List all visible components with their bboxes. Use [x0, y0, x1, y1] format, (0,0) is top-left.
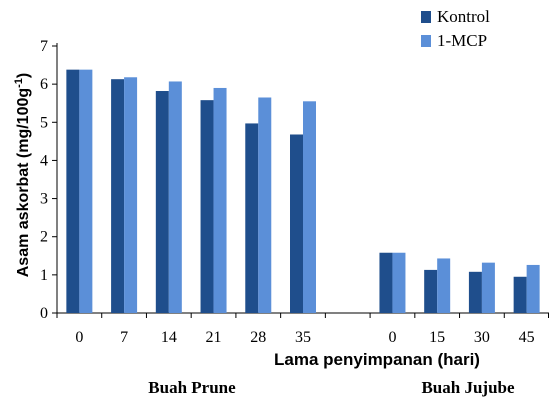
y-axis-label-sup: -1: [13, 78, 25, 88]
bar-kontrol-14: [155, 91, 169, 313]
group-label-jujube: Buah Jujube: [421, 378, 515, 397]
legend-label: 1-MCP: [437, 31, 487, 50]
x-tick-label: 14: [161, 329, 177, 346]
bar-1-mcp-28: [258, 97, 272, 313]
y-tick-label: 7: [40, 38, 48, 55]
y-axis-label: Asam askorbat (mg/100g-1): [13, 73, 32, 278]
bar-kontrol-0: [379, 252, 393, 313]
x-tick-label: 28: [250, 329, 266, 346]
x-axis-label: Lama penyimpanan (hari): [274, 350, 480, 369]
bar-1-mcp-21: [213, 87, 227, 313]
x-tick-label: 0: [388, 329, 396, 346]
y-tick-label: 6: [40, 76, 48, 93]
legend-swatch: [421, 35, 431, 47]
axes: [52, 43, 549, 318]
bar-kontrol-35: [290, 134, 303, 313]
bar-1-mcp-15: [437, 258, 451, 313]
legend: Kontrol 1-MCP: [421, 7, 490, 50]
bar-kontrol-45: [513, 276, 527, 313]
x-tick-label: 15: [429, 329, 445, 346]
bar-kontrol-21: [200, 100, 214, 313]
bar-kontrol-7: [111, 79, 125, 313]
y-tick-labels: 0 1 2 3 4 5 6 7: [40, 38, 48, 322]
x-tick-label: 30: [474, 329, 490, 346]
group-label-prune: Buah Prune: [148, 378, 236, 397]
x-tick-label: 35: [295, 329, 311, 346]
y-tick-label: 0: [40, 305, 48, 322]
legend-swatch: [421, 11, 431, 23]
bar-kontrol-30: [468, 271, 482, 313]
bar-kontrol-15: [424, 269, 438, 313]
bar-kontrol-28: [245, 123, 259, 314]
y-tick-label: 2: [40, 229, 48, 246]
x-tick-label: 7: [120, 329, 128, 346]
y-axis-label-main: Asam askorbat (mg/100g: [15, 88, 32, 277]
y-tick-label: 5: [40, 114, 48, 131]
bars: [66, 69, 540, 314]
bar-1-mcp-35: [303, 101, 316, 313]
y-tick-label: 3: [40, 191, 48, 208]
legend-label: Kontrol: [437, 7, 490, 26]
bar-1-mcp-0: [392, 252, 406, 313]
y-tick-label: 4: [40, 152, 48, 169]
bar-1-mcp-7: [124, 77, 138, 313]
bar-1-mcp-14: [168, 81, 182, 313]
x-tick-label: 0: [75, 329, 83, 346]
bar-1-mcp-45: [526, 264, 540, 313]
x-tick-label: 21: [206, 329, 222, 346]
bar-1-mcp-30: [481, 262, 495, 313]
y-axis-label-close: ): [15, 73, 32, 78]
x-tick-label: 45: [519, 329, 535, 346]
bar-kontrol-0: [66, 69, 80, 313]
y-tick-label: 1: [40, 267, 48, 284]
x-tick-labels: 0 7 14 21 28 35 0 15 30 45: [75, 329, 534, 346]
bar-1-mcp-0: [79, 69, 93, 313]
